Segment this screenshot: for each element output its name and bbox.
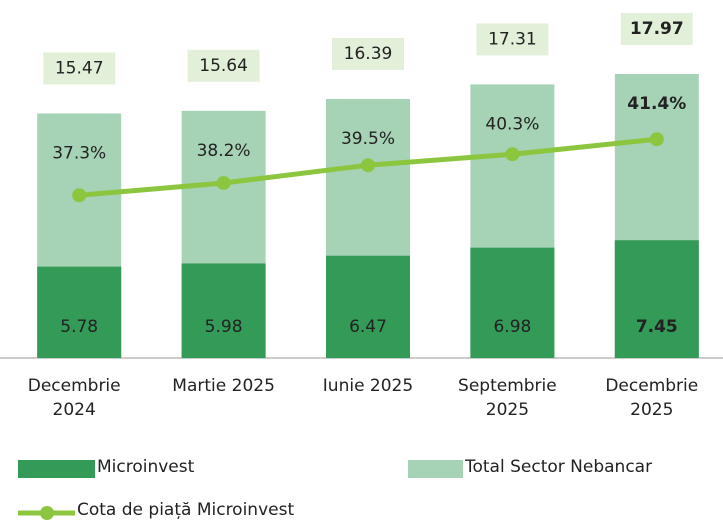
line-marker (361, 158, 375, 173)
label-box (476, 23, 549, 56)
value-label: 41.4% (627, 94, 686, 114)
value-label: 17.97 (630, 19, 684, 39)
value-label: 6.98 (493, 317, 531, 337)
value-label: 6.47 (349, 317, 387, 337)
value-label: 38.2% (197, 141, 251, 161)
value-label: 16.39 (344, 44, 393, 64)
line-marker (505, 147, 520, 162)
legend-label: Microinvest (97, 457, 195, 477)
value-label: 7.45 (636, 317, 678, 337)
value-label: 15.47 (55, 58, 104, 78)
x-tick-label: Iunie 2025 (322, 376, 414, 396)
legend-swatch (40, 506, 54, 520)
value-label: 39.5% (341, 129, 395, 149)
line-marker (649, 132, 664, 147)
bar (37, 266, 122, 358)
label-box (332, 37, 404, 70)
bar (326, 255, 410, 358)
bar (470, 247, 555, 358)
line-marker (216, 175, 231, 190)
legend-swatch (18, 460, 95, 478)
legend-swatch (408, 460, 463, 478)
line-marker (72, 188, 87, 203)
legend-label: Total Sector Nebancar (465, 457, 653, 477)
value-label: 5.78 (60, 317, 98, 337)
bar (181, 263, 266, 358)
label-box (620, 12, 693, 45)
x-tick-label: Septembrie 2025 (458, 376, 557, 420)
value-label: 17.31 (488, 29, 537, 49)
bar (614, 240, 699, 358)
legend-label: Cota de piață Microinvest (77, 500, 295, 520)
value-label: 37.3% (52, 143, 106, 163)
value-label: 5.98 (205, 317, 243, 337)
value-label: 40.3% (485, 114, 539, 134)
value-label: 15.64 (199, 56, 248, 76)
label-box (43, 52, 116, 85)
x-tick-label: Martie 2025 (172, 376, 275, 396)
label-box (187, 49, 260, 82)
x-tick-label: Decembrie 2025 (605, 376, 699, 420)
x-tick-label: Decembrie 2024 (27, 376, 121, 420)
